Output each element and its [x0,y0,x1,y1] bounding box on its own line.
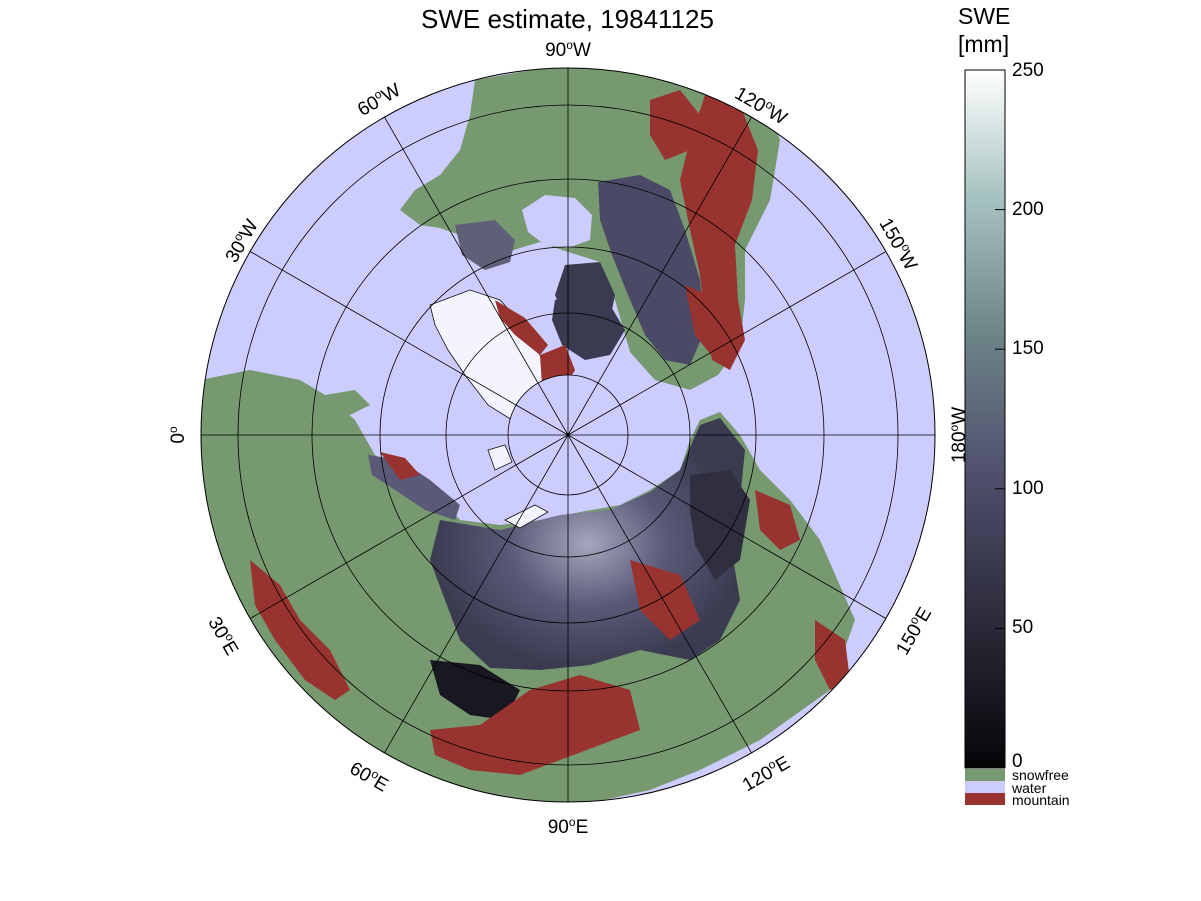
snow-central-asia [430,660,520,720]
colorbar-tick: 200 [1012,199,1044,220]
longitude-label-0: 0o [165,426,190,444]
arctic-archipelago [552,292,625,360]
graticule [201,68,935,802]
landmass-svalbard [487,444,513,471]
mountain-east-asia [755,490,800,550]
snow-quebec [455,220,515,270]
mountain-himalaya [430,675,640,775]
category-label-snowfree: snowfree [1012,767,1069,783]
swatch-mountain [965,793,1005,805]
colorbar-gradient [964,69,1006,769]
snow-canada [598,175,705,365]
snow-east-siberia [690,470,750,580]
mountain-alps-caucasus [250,560,350,700]
map-title: SWE estimate, 19841125 [421,4,714,34]
category-label-mountain: mountain [1012,792,1070,808]
colorbar-title-line2: [mm] [958,31,1010,57]
snow-scandinavia [368,455,460,520]
colorbar-tick: 150 [1012,338,1044,359]
longitude-label-90w: 90oW [545,37,591,62]
map-boundary [200,67,936,803]
hudson-bay [522,195,592,248]
colorbar-tick: 0 [1012,751,1023,772]
longitude-label-180w: 180oW [946,406,971,464]
mountain-rockies [680,95,758,370]
colorbar-title: SWE [mm] [958,2,1010,58]
landmass-iceland [325,390,370,415]
mountain-ellesmere [495,300,548,355]
mountain-norway [380,452,420,480]
longitude-label-90e: 90oE [547,814,589,839]
swatch-water [965,781,1005,793]
colorbar-tick: 100 [1012,478,1044,499]
colorbar-ticks [995,69,1005,769]
mountain-alaska-range [685,285,740,360]
mountain-alaska [650,90,700,160]
swatch-snowfree [965,769,1005,781]
colorbar-tick: 50 [1012,617,1034,638]
colorbar-tick: 250 [1012,60,1044,81]
mountain-kamchatka [815,620,850,690]
mountain-ural [630,560,700,640]
map-disc [201,68,935,802]
category-label-water: water [1012,780,1047,796]
colorbar-title-line1: SWE [958,3,1011,29]
